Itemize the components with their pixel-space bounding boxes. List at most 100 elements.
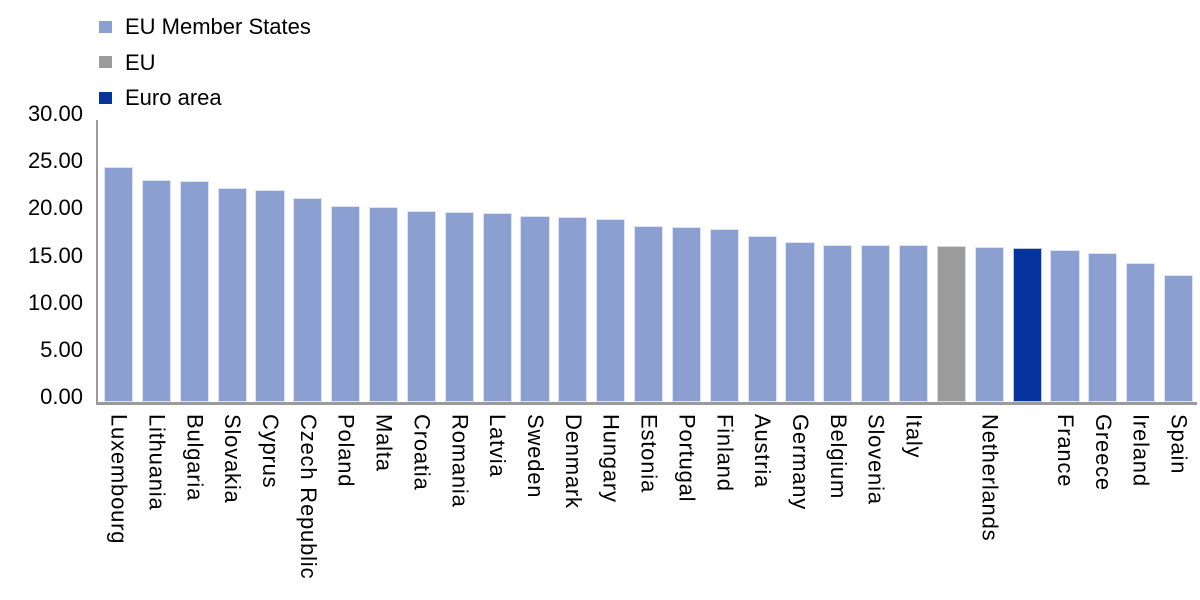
- x-tick-label: Sweden: [522, 414, 548, 499]
- x-tick-label: France: [1053, 414, 1079, 488]
- bar-romania: [444, 212, 474, 402]
- bar-germany: [785, 241, 815, 402]
- legend-item-eu: EU: [99, 51, 311, 74]
- x-tick-cell-spain: Spain: [1164, 414, 1193, 579]
- legend-swatch-icon-eu-member-states: [99, 20, 112, 33]
- x-tick-cell-romania: Romania: [445, 414, 474, 579]
- x-tick-cell-luxembourg: Luxembourg: [104, 414, 133, 579]
- bar-czech-republic: [293, 198, 323, 402]
- x-tick-cell-slovenia: Slovenia: [861, 414, 890, 579]
- x-tick-cell-malta: Malta: [369, 414, 398, 579]
- x-tick-label: Poland: [333, 414, 359, 488]
- bar-luxembourg: [104, 167, 134, 402]
- x-tick-cell-france: France: [1050, 414, 1079, 579]
- x-tick-label: Ireland: [1128, 414, 1154, 487]
- legend: EU Member States EU Euro area: [99, 15, 311, 122]
- x-tick-cell-austria: Austria: [748, 414, 777, 579]
- bar-france: [1050, 250, 1080, 402]
- x-tick-label: Denmark: [560, 414, 586, 509]
- x-tick-label: Lithuania: [144, 414, 170, 511]
- bar-sweden: [520, 216, 550, 402]
- x-tick-label: Bulgaria: [182, 414, 208, 502]
- legend-swatch-icon-eu: [99, 56, 112, 68]
- bar-finland: [709, 229, 739, 402]
- bar-eu: [936, 246, 966, 402]
- x-tick-cell-cyprus: Cyprus: [255, 414, 284, 579]
- x-tick-label: Greece: [1090, 414, 1116, 491]
- x-tick-label: Estonia: [636, 414, 662, 493]
- bar-slovakia: [217, 187, 247, 402]
- x-tick-cell-greece: Greece: [1088, 414, 1117, 579]
- x-tick-label: Hungary: [598, 414, 624, 503]
- x-tick-cell-netherlands: Netherlands: [975, 414, 1004, 579]
- bar-malta: [369, 206, 399, 402]
- bar-lithuania: [141, 180, 171, 402]
- legend-item-euro-area: Euro area: [99, 86, 311, 109]
- x-tick-label: Malta: [371, 414, 397, 472]
- x-tick-label: Slovenia: [863, 414, 889, 505]
- y-tick-label-15: 15.00: [27, 242, 83, 268]
- y-tick-label-25: 25.00: [27, 148, 83, 174]
- x-tick-label: Romania: [447, 414, 473, 508]
- x-tick-label: Germany: [788, 414, 813, 511]
- x-tick-cell-portugal: Portugal: [672, 414, 701, 579]
- bars-row: [104, 119, 1194, 402]
- x-tick-cell-italy: Italy: [899, 414, 928, 579]
- x-tick-cell-euro-area: [1013, 414, 1042, 579]
- x-tick-cell-ireland: Ireland: [1126, 414, 1155, 579]
- x-tick-cell-lithuania: Lithuania: [142, 414, 171, 579]
- x-tick-label: Croatia: [409, 414, 435, 491]
- x-tick-label: Netherlands: [977, 414, 1003, 542]
- x-tick-label: Austria: [750, 414, 776, 489]
- x-tick-label: Italy: [901, 414, 927, 459]
- x-tick-cell-bulgaria: Bulgaria: [180, 414, 209, 579]
- bar-croatia: [406, 211, 436, 402]
- bar-bulgaria: [179, 181, 209, 402]
- bar-cyprus: [255, 189, 285, 402]
- bar-estonia: [634, 225, 664, 402]
- legend-label: EU: [125, 49, 156, 75]
- bar-spain: [1164, 274, 1194, 402]
- x-tick-label: Spain: [1166, 414, 1192, 475]
- x-axis-labels: Luxembourg Lithuania Bulgaria Slovakia Cypru…: [104, 414, 1193, 579]
- x-tick-cell-denmark: Denmark: [558, 414, 587, 579]
- bar-hungary: [596, 219, 626, 402]
- bar-austria: [747, 236, 777, 402]
- y-tick-label-0: 0.00: [40, 384, 83, 409]
- legend-item-eu-member-states: EU Member States: [99, 15, 311, 38]
- x-tick-cell-hungary: Hungary: [596, 414, 625, 579]
- x-tick-label: Finland: [712, 414, 738, 492]
- y-tick-label-10: 10.00: [27, 289, 83, 315]
- y-tick-label-5: 5.00: [40, 336, 83, 362]
- y-axis-line: [96, 120, 98, 403]
- bar-belgium: [823, 244, 853, 402]
- bar-portugal: [671, 226, 701, 402]
- legend-label: EU Member States: [125, 14, 311, 39]
- bar-poland: [331, 205, 361, 402]
- x-axis-line: [96, 402, 1197, 405]
- x-tick-label: Belgium: [825, 414, 851, 500]
- legend-label: Euro area: [125, 85, 222, 110]
- bar-greece: [1088, 253, 1118, 402]
- x-tick-cell-eu: [937, 414, 966, 579]
- x-tick-cell-croatia: Croatia: [407, 414, 436, 579]
- x-tick-label: Czech Republic: [295, 414, 321, 580]
- x-tick-cell-czech-republic: Czech Republic: [293, 414, 322, 579]
- bar-italy: [899, 245, 929, 402]
- bar-euro-area: [1012, 248, 1042, 402]
- x-tick-label: Slovakia: [220, 414, 246, 504]
- x-tick-cell-poland: Poland: [331, 414, 360, 579]
- bar-netherlands: [974, 247, 1004, 402]
- x-tick-label: Latvia: [485, 414, 511, 478]
- x-tick-cell-finland: Finland: [710, 414, 739, 579]
- bar-ireland: [1126, 263, 1156, 402]
- bar-slovenia: [861, 245, 891, 402]
- bar-denmark: [558, 217, 588, 402]
- x-tick-label: Portugal: [674, 414, 700, 503]
- x-tick-cell-slovakia: Slovakia: [218, 414, 247, 579]
- x-tick-cell-latvia: Latvia: [483, 414, 512, 579]
- x-tick-label: Cyprus: [257, 414, 283, 489]
- bar-latvia: [482, 213, 512, 402]
- x-tick-cell-sweden: Sweden: [520, 414, 549, 579]
